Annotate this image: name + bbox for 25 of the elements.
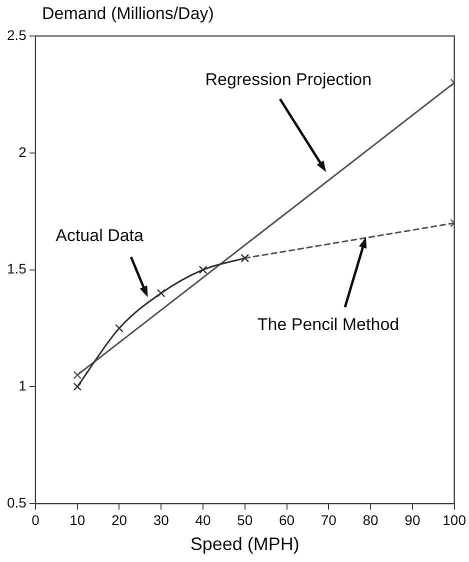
annotation: Regression Projection xyxy=(205,70,372,90)
x-tick-label: 0 xyxy=(32,512,40,528)
x-tick-label: 40 xyxy=(195,512,212,528)
x-tick-label: 30 xyxy=(153,512,170,528)
x-axis-title: Speed (MPH) xyxy=(190,534,300,554)
x-tick-label: 90 xyxy=(404,512,420,528)
annotation: The Pencil Method xyxy=(257,315,400,336)
x-tick-label: 70 xyxy=(320,512,337,528)
x-tick-label: 20 xyxy=(111,512,128,528)
y-tick-label: 2 xyxy=(18,144,27,160)
annotation: Actual Data xyxy=(56,226,144,246)
x-tick-label: 50 xyxy=(237,512,253,528)
x-tick-label: 10 xyxy=(70,512,86,528)
point xyxy=(73,382,82,391)
y-tick-label: 1 xyxy=(18,378,27,394)
point xyxy=(115,324,124,332)
point xyxy=(198,266,208,274)
y-axis-title: Demand (Millions/Day) xyxy=(42,4,214,24)
x-tick-label: 100 xyxy=(442,512,466,528)
x-tick-label: 60 xyxy=(278,512,295,528)
y-tick-label: 2.5 xyxy=(6,26,27,43)
y-tick-label: 0.5 xyxy=(6,494,27,510)
x-tick-label: 80 xyxy=(362,512,379,528)
y-tick-label: 1.5 xyxy=(6,260,27,277)
point xyxy=(156,289,166,298)
